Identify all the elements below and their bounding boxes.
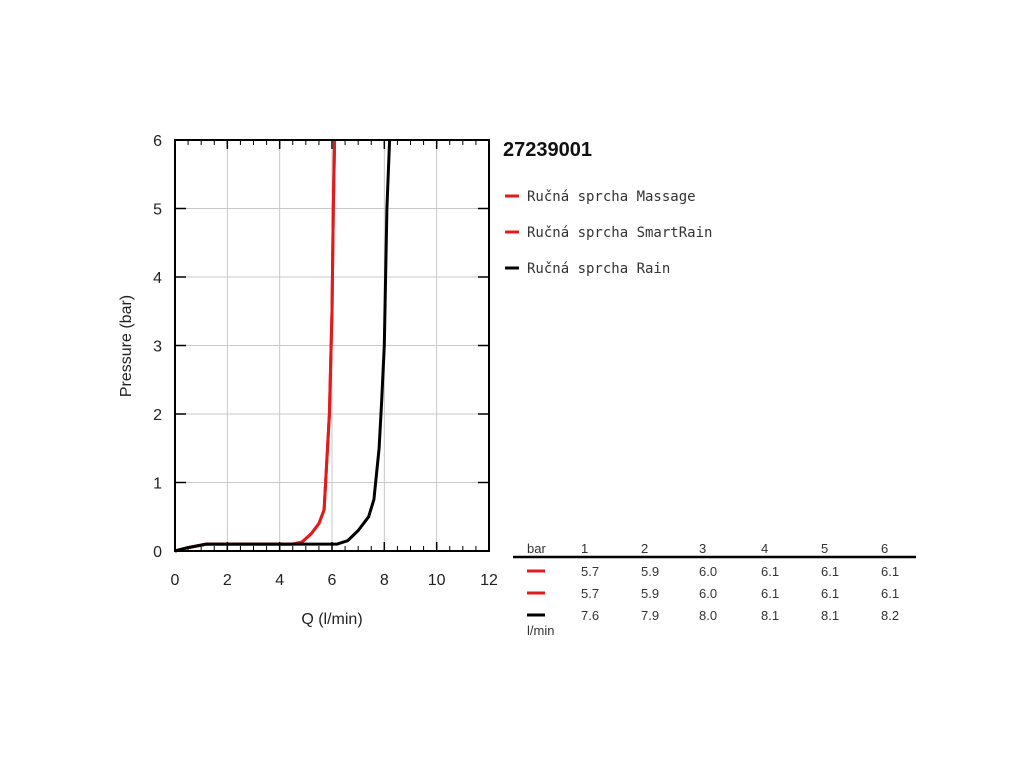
table-cell: 7.6 [581,608,599,623]
table-cell: 7.9 [641,608,659,623]
chart-legend: Ručná sprcha Massage Ručná sprcha SmartRa… [505,189,712,277]
table-cell: 8.0 [699,608,717,623]
table-column-header: 1 [581,541,588,556]
table-column-header: 3 [699,541,706,556]
table-cell: 6.0 [699,564,717,579]
y-tick-label: 3 [153,339,162,356]
table-cell: 6.1 [761,586,779,601]
x-tick-label: 2 [223,572,232,589]
x-axis-title: Q (l/min) [301,611,362,628]
chart-series [174,139,392,553]
table-cell: 6.1 [761,564,779,579]
x-tick-label: 12 [480,572,498,589]
table-cell: 8.1 [761,608,779,623]
x-tick-label: 8 [380,572,389,589]
table-cell: 5.7 [581,586,599,601]
table-cell: 6.1 [881,586,899,601]
legend-label: Ručná sprcha Massage [527,189,696,205]
y-tick-label: 6 [153,133,162,150]
table-cell: 8.2 [881,608,899,623]
table-column-header: 4 [761,541,768,556]
plot-frame [174,139,490,552]
table-cell: 6.0 [699,586,717,601]
y-tick-label: 2 [153,407,162,424]
table-cell: 5.9 [641,586,659,601]
table-cell: 6.1 [821,564,839,579]
legend-label: Ručná sprcha SmartRain [527,225,712,241]
table-column-header: 6 [881,541,888,556]
table-cell: 5.7 [581,564,599,579]
y-tick-label: 5 [153,202,162,219]
x-tick-label: 6 [328,572,337,589]
model-number: 27239001 [503,139,592,161]
x-tick-label: 0 [171,572,180,589]
legend-label: Ručná sprcha Rain [527,261,670,277]
series-line-3 [174,139,392,553]
y-axis-title: Pressure (bar) [118,295,135,397]
table-column-header: 2 [641,541,648,556]
table-cell: 6.1 [821,586,839,601]
x-tick-label: 4 [275,572,284,589]
table-column-header: 5 [821,541,828,556]
flow-table: bar 1 2 3 4 5 6 5.7 5.9 6.0 6.1 6.1 6.1 5.7 5.9 6.0 6.1 6… [513,541,916,638]
y-tick-label: 4 [153,270,162,287]
table-cell: 5.9 [641,564,659,579]
table-cell: 8.1 [821,608,839,623]
y-tick-label: 1 [153,476,162,493]
table-header-label: bar [527,541,546,556]
table-cell: 6.1 [881,564,899,579]
table-unit-label: l/min [527,623,554,638]
x-tick-label: 10 [428,572,446,589]
y-tick-label: 0 [153,544,162,561]
